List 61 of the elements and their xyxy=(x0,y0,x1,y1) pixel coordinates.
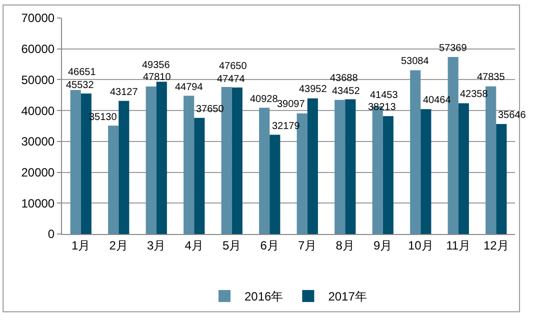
y-tick-label: 20000 xyxy=(21,165,55,180)
data-label: 57369 xyxy=(439,43,468,54)
x-tick-label: 10月 xyxy=(408,238,434,252)
data-label: 39097 xyxy=(277,99,306,110)
x-tick-label: 7月 xyxy=(298,238,317,252)
data-label: 44794 xyxy=(175,82,204,93)
x-tick-label: 8月 xyxy=(336,238,354,252)
x-tick-label: 2月 xyxy=(109,238,128,252)
bar xyxy=(194,118,205,234)
bar xyxy=(108,126,119,234)
data-label: 38213 xyxy=(368,102,396,113)
data-label: 49356 xyxy=(142,60,170,71)
x-tick-label: 11月 xyxy=(446,238,471,252)
bar xyxy=(232,88,242,234)
bar xyxy=(70,90,81,234)
data-label: 47474 xyxy=(217,74,246,85)
data-label: 45532 xyxy=(66,80,94,91)
y-tick-label: 40000 xyxy=(21,104,55,118)
x-tick-label: 9月 xyxy=(374,238,392,252)
x-tick-label: 12月 xyxy=(483,238,509,252)
y-tick-label: 30000 xyxy=(21,134,55,149)
data-label: 43452 xyxy=(332,86,360,97)
legend-label: 2017年 xyxy=(328,290,367,304)
data-label: 47810 xyxy=(143,72,172,83)
y-tick-label: 10000 xyxy=(21,196,55,210)
bar xyxy=(146,86,156,234)
bar xyxy=(345,99,356,234)
x-tick-label: 4月 xyxy=(184,238,204,252)
data-label: 40928 xyxy=(250,94,278,105)
bar xyxy=(486,86,496,234)
y-tick-label: 0 xyxy=(48,227,55,242)
x-tick-label: 5月 xyxy=(222,238,242,252)
bar xyxy=(156,82,167,234)
x-tick-label: 1月 xyxy=(72,238,90,252)
bar xyxy=(496,124,507,234)
data-label: 41453 xyxy=(370,90,398,101)
legend-label: 2016年 xyxy=(244,290,284,304)
data-label: 53084 xyxy=(401,56,430,67)
data-label: 47650 xyxy=(219,61,248,72)
y-tick-label: 70000 xyxy=(21,11,55,26)
bar xyxy=(458,103,469,234)
bar xyxy=(334,100,346,234)
bar xyxy=(382,116,394,234)
bar xyxy=(410,70,421,234)
x-tick-label: 3月 xyxy=(147,238,166,252)
data-label: 43688 xyxy=(330,73,358,84)
bar xyxy=(80,94,92,234)
data-label: 46651 xyxy=(68,67,96,78)
y-tick-label: 50000 xyxy=(21,72,55,87)
bar xyxy=(184,96,194,234)
bar xyxy=(259,108,270,234)
data-label: 47835 xyxy=(477,72,506,83)
bar xyxy=(270,134,280,234)
data-label: 43127 xyxy=(110,87,138,98)
bar xyxy=(118,100,130,234)
data-label: 35646 xyxy=(498,110,526,121)
data-label: 43952 xyxy=(299,84,328,95)
bar xyxy=(307,98,318,234)
bar xyxy=(420,109,432,234)
x-tick-label: 6月 xyxy=(260,238,279,252)
y-tick-label: 60000 xyxy=(21,42,55,56)
